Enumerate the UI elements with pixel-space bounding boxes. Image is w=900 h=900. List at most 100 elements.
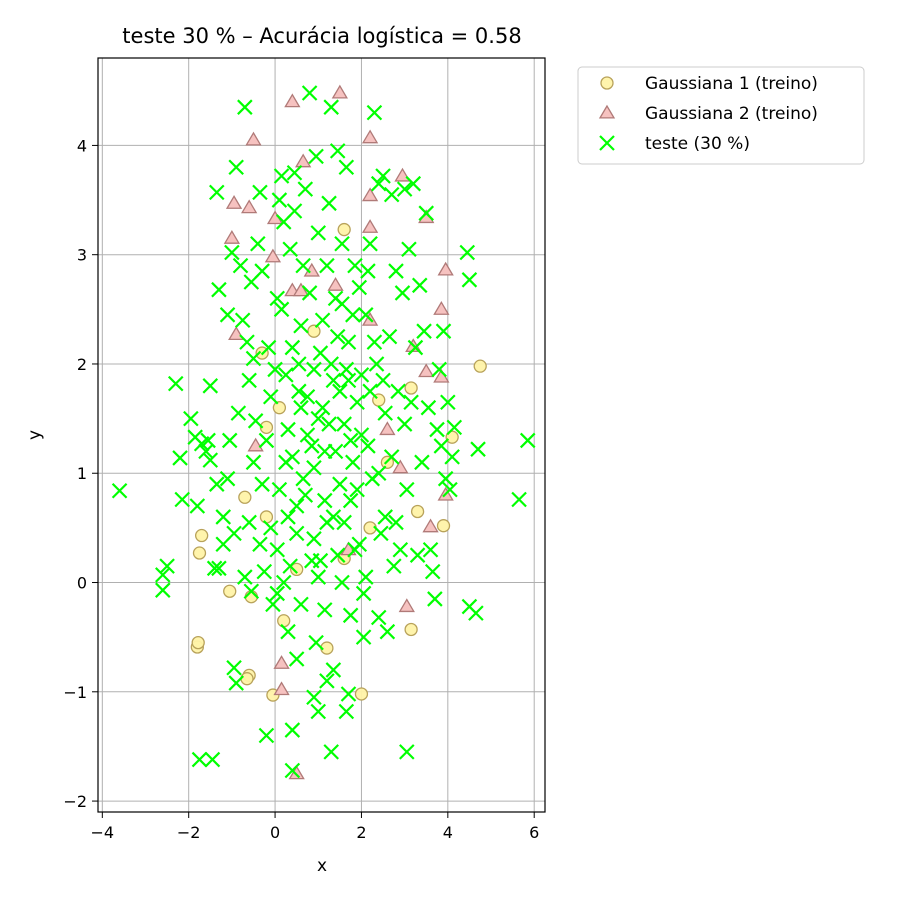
gaussian1-point	[191, 635, 205, 650]
test-point	[310, 225, 327, 241]
gaussian2-point	[331, 84, 348, 99]
test-point	[159, 558, 175, 574]
gaussian1-point	[223, 584, 237, 598]
gaussian1-point	[410, 504, 425, 519]
test-point	[342, 492, 359, 509]
gaussian1-point	[277, 614, 291, 628]
legend-label: teste (30 %)	[645, 134, 750, 154]
test-point	[211, 281, 227, 298]
x-tick-label: 2	[356, 823, 366, 842]
gaussian1-point	[404, 622, 418, 637]
test-point	[373, 525, 389, 542]
y-tick-label: 4	[77, 136, 87, 155]
gaussian1-point	[259, 510, 274, 524]
test-point	[394, 285, 411, 301]
test-point	[280, 421, 296, 438]
gaussian2-point	[598, 104, 616, 119]
test-point	[280, 509, 296, 525]
gaussian1-point	[195, 528, 209, 543]
test-point	[334, 235, 350, 252]
test-point	[329, 547, 346, 563]
test-point	[424, 563, 441, 580]
gaussian2-point	[247, 437, 264, 452]
test-point	[295, 257, 311, 274]
test-point	[342, 607, 359, 624]
test-point	[299, 427, 316, 443]
test-point	[407, 339, 424, 356]
test-point	[399, 481, 415, 498]
test-point	[306, 531, 322, 547]
test-point	[306, 361, 322, 378]
test-point	[401, 241, 417, 258]
test-point	[440, 394, 456, 410]
test-point	[219, 307, 236, 323]
test-point	[338, 703, 355, 720]
gaussian1-point	[354, 687, 369, 701]
test-point	[357, 569, 374, 585]
test-point	[329, 328, 346, 345]
test-point	[250, 235, 266, 252]
test-point	[202, 452, 219, 468]
test-point	[293, 596, 309, 613]
test-point	[275, 574, 292, 591]
test-point	[399, 744, 415, 760]
test-point	[155, 567, 171, 583]
test-point	[284, 722, 301, 738]
test-point	[388, 514, 404, 531]
test-point	[370, 465, 387, 482]
x-tick-label: −2	[177, 823, 201, 842]
x-tick-label: 6	[529, 823, 539, 842]
test-point	[310, 703, 327, 720]
test-point	[234, 312, 251, 329]
test-point	[332, 476, 348, 492]
test-point	[332, 383, 348, 400]
test-point	[226, 525, 242, 542]
test-point	[338, 361, 355, 378]
test-point	[269, 585, 286, 602]
test-point	[470, 441, 486, 457]
test-point	[355, 585, 372, 602]
gaussian2-point	[225, 195, 243, 209]
gaussian2-point	[284, 93, 301, 108]
test-point	[403, 394, 419, 410]
test-point	[349, 481, 365, 498]
data-points	[111, 84, 536, 780]
test-point	[340, 334, 357, 350]
test-point	[366, 334, 383, 350]
y-tick-label: 0	[77, 574, 87, 593]
test-point	[347, 541, 363, 558]
test-point	[511, 491, 527, 508]
test-point	[392, 541, 409, 558]
test-point	[334, 574, 350, 591]
test-point	[252, 184, 268, 201]
test-point	[370, 609, 387, 626]
test-point	[245, 350, 262, 367]
test-point	[271, 481, 288, 498]
test-point	[282, 558, 298, 574]
test-point	[342, 432, 359, 449]
test-point	[288, 498, 305, 514]
test-point	[312, 552, 329, 569]
test-point	[377, 509, 393, 525]
test-point	[599, 135, 615, 151]
test-point	[351, 279, 368, 296]
gaussian2-point	[437, 261, 454, 276]
test-point	[282, 241, 298, 258]
gaussian2-point	[245, 131, 262, 146]
test-point	[422, 541, 439, 558]
test-point	[418, 205, 435, 221]
test-point	[420, 399, 437, 416]
test-point	[444, 449, 460, 465]
gaussian1-point	[337, 222, 351, 237]
test-point	[362, 235, 378, 252]
test-point	[273, 168, 290, 184]
gaussian1-point	[240, 672, 254, 686]
test-point	[316, 602, 333, 618]
test-point	[237, 99, 253, 115]
gaussian2-point	[379, 421, 396, 436]
test-point	[325, 509, 342, 525]
test-point	[355, 629, 372, 645]
test-point	[325, 662, 342, 678]
